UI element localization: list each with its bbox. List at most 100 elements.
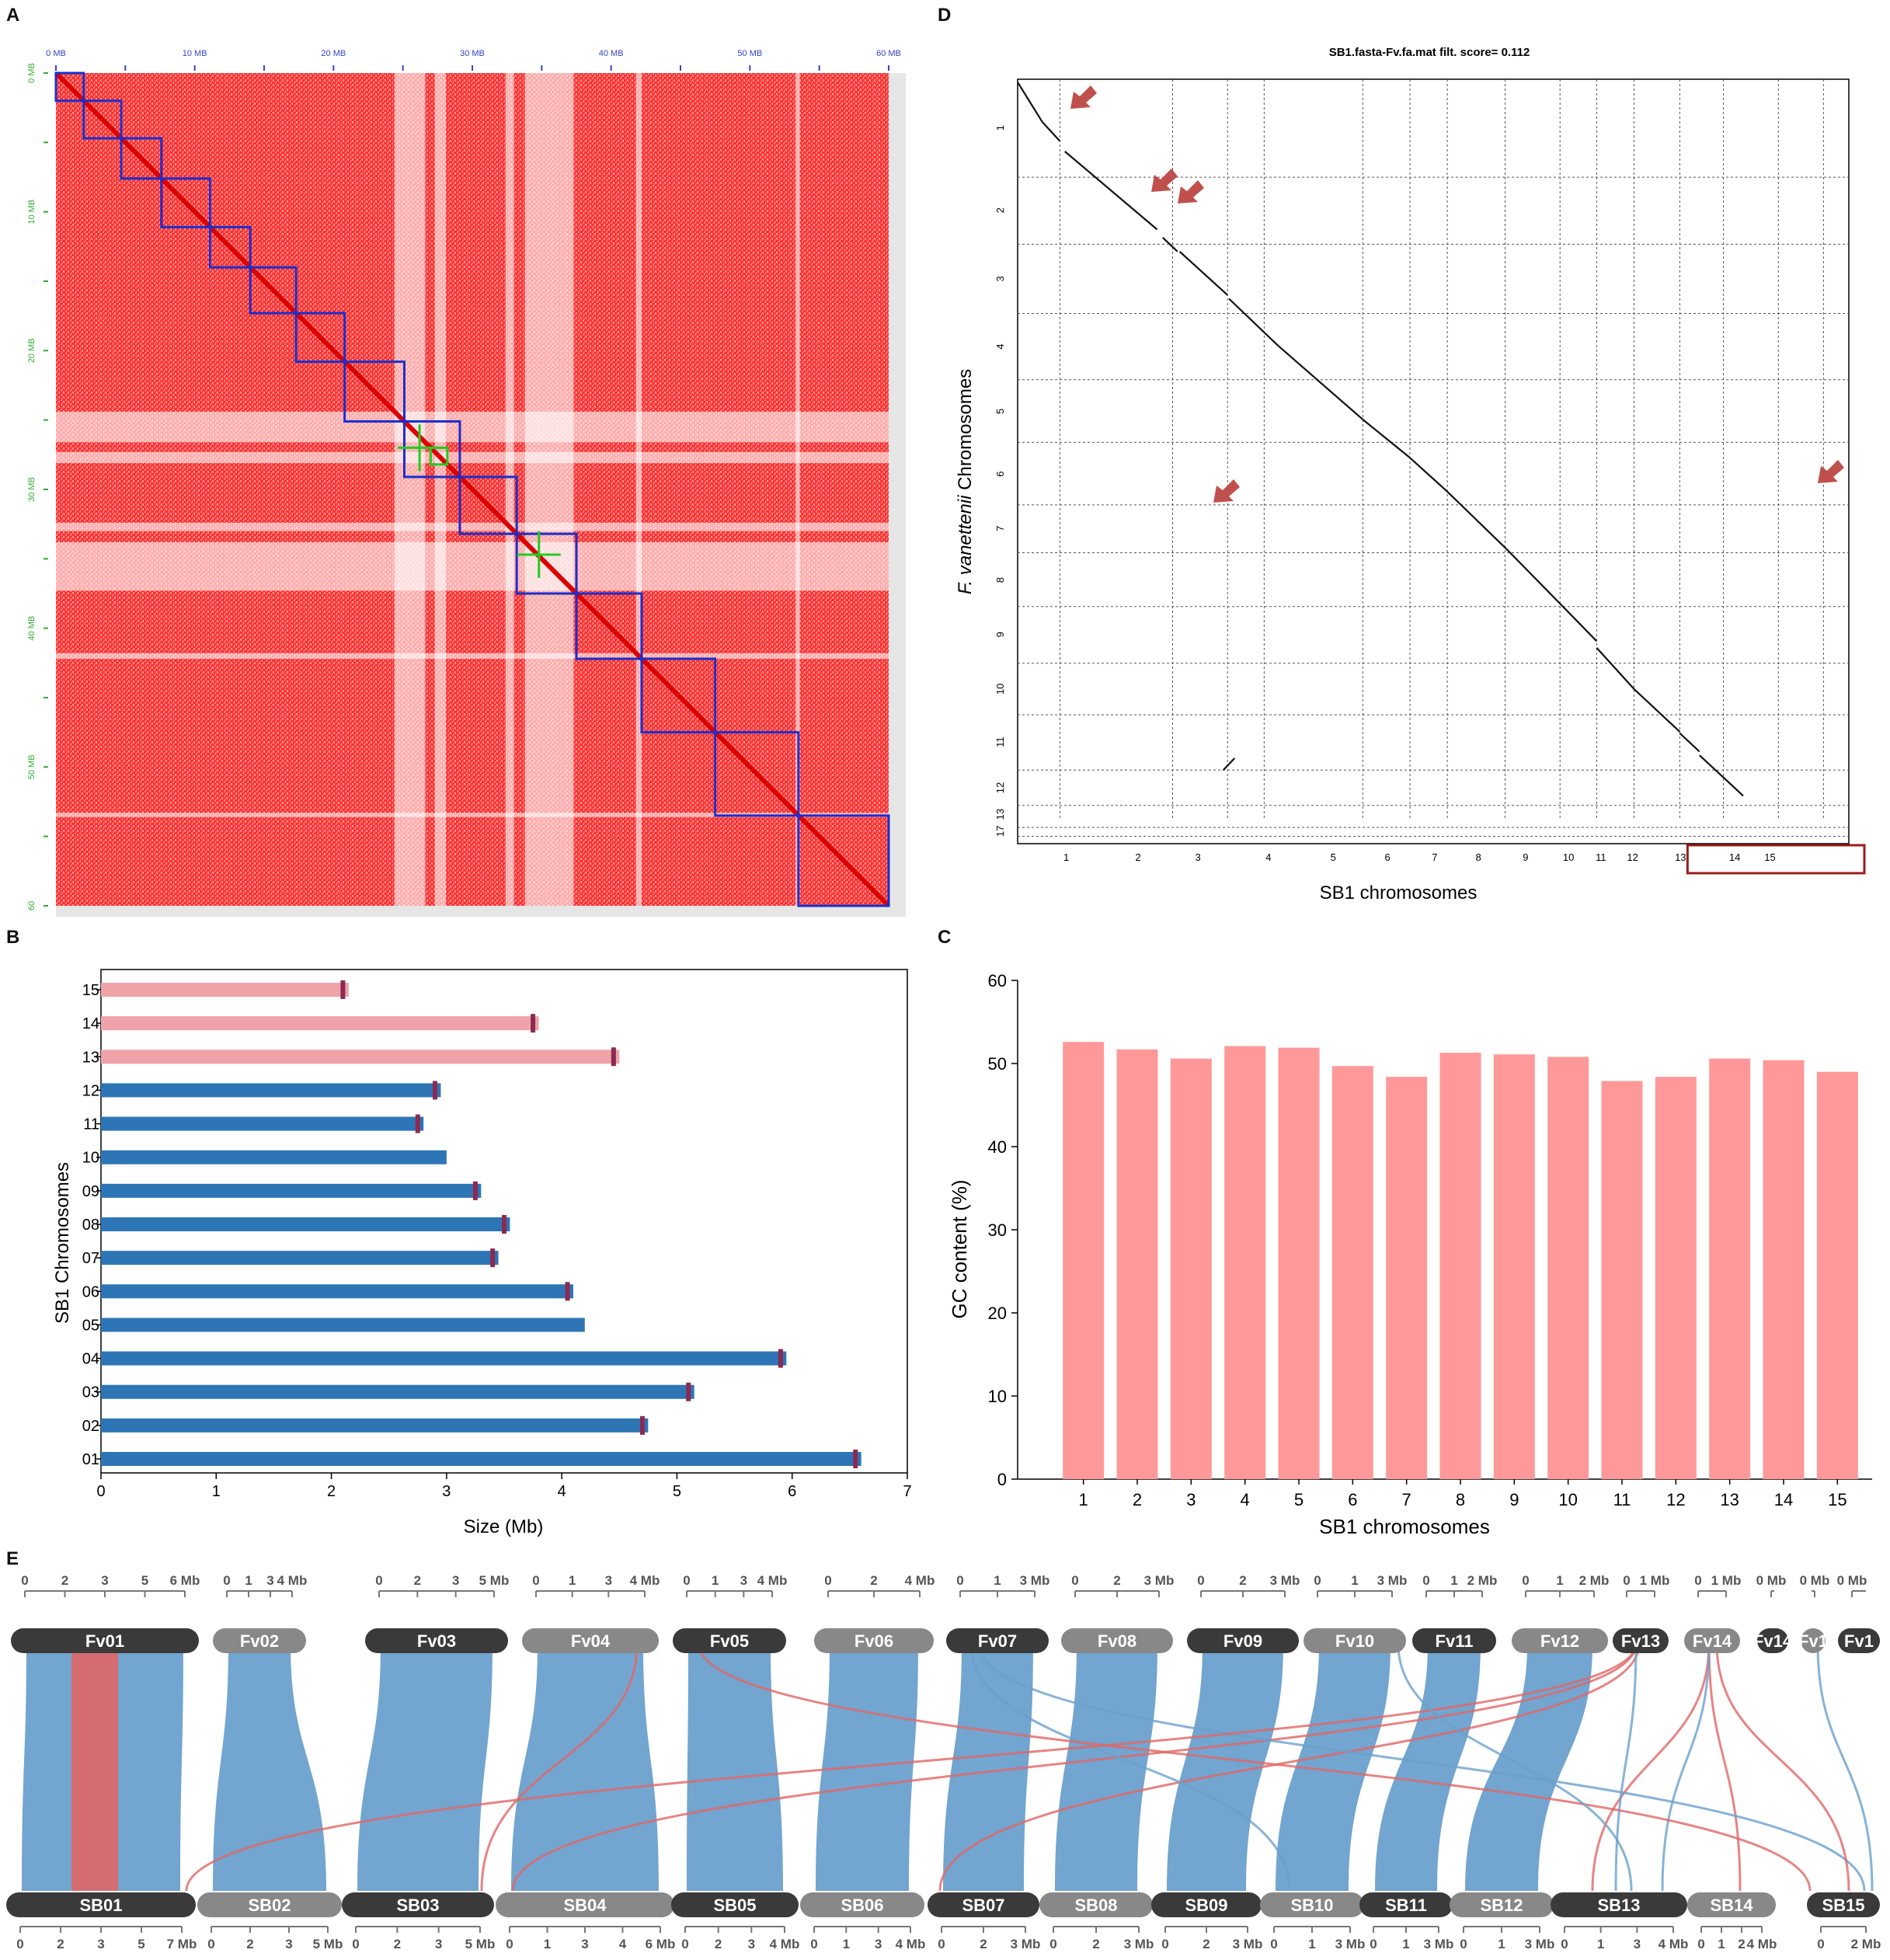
bottom-chromosome-label: SB09 [1185,1896,1227,1915]
size-chart-ytick-label: 05 [82,1317,99,1334]
top-chromosome-bar [1684,1628,1740,1653]
gc-bar [1655,1077,1697,1479]
bottom-scale-label: 4 Mb [1747,1937,1777,1951]
dotplot-alignment [1222,757,1236,771]
gc-bar [1493,1054,1535,1479]
dotplot-y-tick: 7 [994,526,1006,531]
size-bar [101,1351,787,1366]
dotplot-alignment [1699,754,1744,797]
top-chromosome-bar [522,1628,659,1653]
bottom-scale-label: 3 [285,1937,292,1951]
bottom-chromosome-bar [197,1892,342,1917]
bottom-scale-label: 0 [1561,1937,1568,1951]
gc-xtick-label: 14 [1774,1490,1793,1509]
bottom-scale-label: 0 [1370,1937,1377,1951]
gc-xtick-label: 7 [1402,1490,1411,1509]
size-chart-xlabel: Size (Mb) [464,1516,544,1537]
size-bar [101,1251,499,1265]
centromere-marker [611,1047,616,1067]
bottom-scale-label: 3 Mb [1233,1937,1263,1951]
centromere-marker [340,980,346,999]
synteny-link [1715,1643,1850,1892]
panel-letter-b: B [6,927,20,948]
gc-ytick-label: 40 [988,1137,1007,1157]
bottom-chromosome-bar [1450,1892,1554,1917]
top-scale-label: 3 [605,1573,612,1588]
dotplot-alignment [1633,688,1681,733]
bottom-scale-label: 0 [1161,1937,1168,1951]
dotplot-alignment [1446,491,1506,548]
gc-xtick-label: 9 [1509,1490,1519,1509]
gc-xtick-label: 4 [1241,1490,1250,1509]
size-chart-xtick-label: 2 [327,1483,336,1500]
bottom-scale-label: 1 [843,1937,850,1951]
dotplot-xlabel: SB1 chromosomes [1320,883,1478,903]
hic-band-row [56,522,889,531]
hic-chromosome-box [294,312,346,364]
centromere-marker [565,1282,570,1301]
top-chromosome-bar [1613,1628,1669,1653]
top-scale-label: 3 [266,1573,273,1588]
synteny-ribbon [1375,1644,1481,1891]
top-scale-label: 2 [1113,1573,1120,1588]
dotplot-x-tick: 2 [1135,851,1140,863]
size-bar [101,1318,585,1332]
hic-top-tick-label: 0 MB [46,49,66,58]
hic-top-tick-label: 40 MB [599,49,624,58]
bottom-scale-label: 0 [1697,1937,1704,1951]
top-scale-label: 1 Mb [1711,1573,1742,1588]
top-scale-label: 0 [956,1573,963,1588]
dotplot-x-tick: 10 [1563,851,1574,863]
size-chart-xtick-label: 6 [788,1483,796,1500]
dotplot-y-tick: 4 [994,343,1006,349]
top-scale-label: 0 [375,1573,382,1588]
bottom-scale-label: 3 Mb [1424,1937,1454,1951]
top-chromosome-bar [1838,1628,1880,1653]
top-scale-label: 1 Mb [1640,1573,1670,1588]
bottom-chromosome-label: SB13 [1597,1896,1640,1915]
size-bar [101,1050,620,1064]
bottom-chromosome-label: SB07 [962,1896,1004,1915]
hic-top-tick-label: 10 MB [183,49,207,58]
gc-bar [1601,1081,1643,1479]
bottom-scale-label: 0 [681,1937,688,1951]
centromere-marker [686,1382,691,1401]
top-scale-label: 0 [1422,1573,1429,1588]
synteny-ribbon [1055,1644,1157,1891]
hic-chromosome-box [343,360,405,423]
synteny-link [1614,1643,1638,1892]
top-chromosome-label: Fv14 [1753,1631,1793,1651]
hic-top-tick-label: 20 MB [321,49,346,58]
top-scale-label: 2 [414,1573,421,1588]
bottom-scale-label: 0 [1049,1937,1056,1951]
dotplot-alignment [1679,732,1700,753]
bottom-scale-label: 0 [1460,1937,1467,1951]
top-chromosome-bar [213,1628,306,1653]
top-chromosome-bar [1801,1628,1826,1653]
bottom-scale-label: 5 [137,1937,144,1951]
bottom-chromosome-label: SB05 [713,1896,756,1915]
bottom-scale-label: 0 [352,1937,359,1951]
synteny-link [698,1643,1812,1892]
size-bar [101,1217,510,1231]
dotplot-arrow [1151,169,1178,192]
gc-chart-xlabel: SB1 chromosomes [1319,1515,1490,1538]
top-chromosome-label: Fv01 [85,1631,124,1651]
bottom-chromosome-bar [800,1892,924,1917]
bottom-scale-label: 1 [544,1937,551,1951]
bottom-chromosome-bar [671,1892,799,1917]
top-chromosome-label: Fv10 [1335,1631,1374,1651]
hic-band-col [505,73,514,906]
bottom-scale-label: 0 [16,1937,23,1951]
size-chart-ytick-label: 04 [82,1351,99,1368]
bottom-scale-label: 1 [1597,1937,1604,1951]
size-chart-ytick-label: 08 [82,1217,99,1234]
top-scale-label: 5 Mb [479,1573,510,1588]
bottom-scale-label: 4 Mb [770,1937,800,1951]
bottom-scale-label: 3 [435,1937,442,1951]
top-scale-label: 4 Mb [905,1573,935,1588]
gc-bar [1063,1042,1105,1479]
size-chart-ytick-label: 06 [82,1283,99,1300]
gc-ytick-label: 60 [988,971,1007,990]
